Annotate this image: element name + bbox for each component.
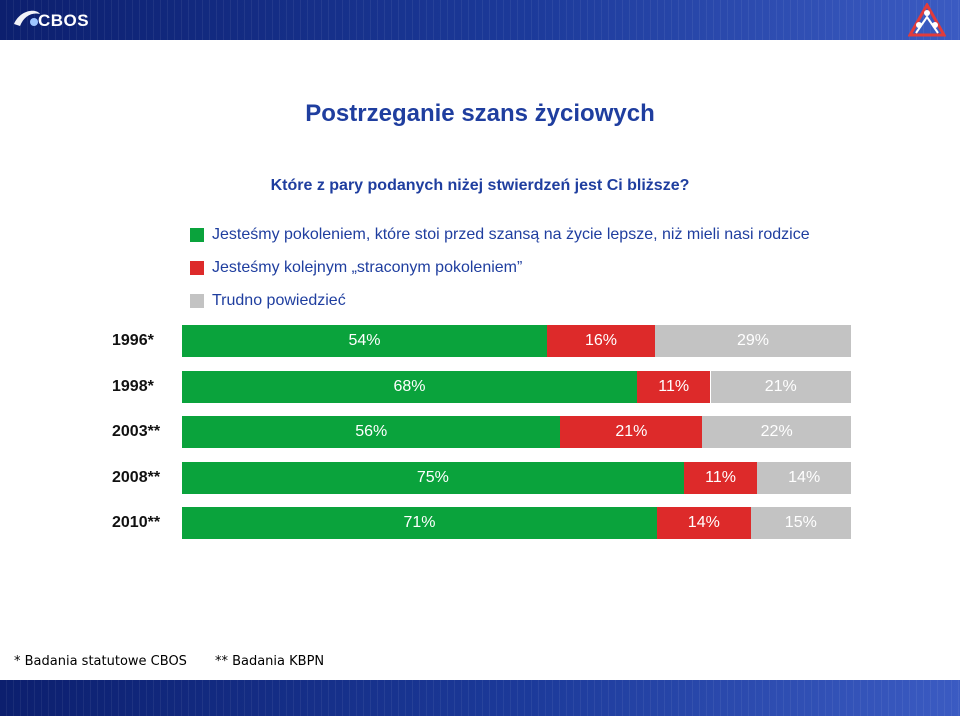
footnote-cbos: * Badania statutowe CBOS <box>14 654 187 669</box>
footer-texture <box>0 680 960 716</box>
header-texture <box>0 0 960 40</box>
header-bar: CBOS <box>0 0 960 40</box>
bar-segment: 29% <box>655 325 851 357</box>
logo-text: CBOS <box>38 11 90 30</box>
category-label: 2003** <box>112 423 161 440</box>
data-label: 71% <box>403 514 436 531</box>
data-label: 14% <box>687 514 720 531</box>
legend-label: Trudno powiedzieć <box>212 291 346 309</box>
data-label: 21% <box>615 423 648 440</box>
people-triangle-icon <box>908 3 946 37</box>
footer-bar <box>0 680 960 716</box>
page-title: Postrzeganie szans życiowych <box>305 100 655 127</box>
data-label: 16% <box>584 332 617 349</box>
legend-swatch <box>190 260 204 275</box>
bar-segment: 75% <box>182 461 684 494</box>
data-label: 15% <box>784 514 817 531</box>
data-label: 21% <box>764 377 797 395</box>
data-label: 54% <box>348 332 381 349</box>
survey-question: Które z pary podanych niżej stwierdzeń j… <box>270 177 690 194</box>
category-label: 1998* <box>112 377 154 395</box>
legend-item: Jesteśmy kolejnym „straconym pokoleniem” <box>190 251 810 284</box>
bar-segment: 14% <box>656 507 751 539</box>
bar-segment: 21% <box>560 416 703 448</box>
bar-segment: 54% <box>182 325 547 357</box>
category-label: 2010** <box>112 514 161 531</box>
bar-segment: 21% <box>710 370 851 403</box>
bar-segment: 15% <box>750 507 851 539</box>
bar-segment: 14% <box>757 461 851 494</box>
category-label: 1996* <box>112 332 154 349</box>
bar-segment: 71% <box>182 507 657 539</box>
data-label: 22% <box>760 423 793 440</box>
legend-label: Jesteśmy kolejnym „straconym pokoleniem” <box>212 258 523 276</box>
legend-label: Jesteśmy pokoleniem, które stoi przed sz… <box>212 225 810 243</box>
data-label: 14% <box>788 468 821 486</box>
chart-legend: Jesteśmy pokoleniem, które stoi przed sz… <box>190 218 810 317</box>
data-label: 11% <box>658 377 690 395</box>
footnote-kbpn: ** Badania KBPN <box>214 654 325 669</box>
bar-segment: 11% <box>636 370 711 403</box>
legend-item: Jesteśmy pokoleniem, które stoi przed sz… <box>190 218 810 251</box>
legend-swatch <box>190 293 204 308</box>
category-label: 2008** <box>112 468 161 486</box>
legend-swatch <box>190 227 204 242</box>
cbos-logo-icon <box>14 10 40 26</box>
legend-item: Trudno powiedzieć <box>190 284 810 317</box>
data-label: 75% <box>416 468 449 486</box>
data-label: 56% <box>355 423 388 440</box>
data-label: 68% <box>393 377 426 395</box>
footnotes: * Badania statutowe CBOS ** Badania KBPN <box>14 654 324 669</box>
data-label: 11% <box>705 468 736 486</box>
bar-segment: 22% <box>702 416 851 448</box>
data-label: 29% <box>736 332 770 349</box>
bar-segment: 56% <box>182 416 561 448</box>
bar-segment: 16% <box>546 325 656 357</box>
bar-segment: 11% <box>683 461 758 494</box>
bar-segment: 68% <box>182 370 637 403</box>
